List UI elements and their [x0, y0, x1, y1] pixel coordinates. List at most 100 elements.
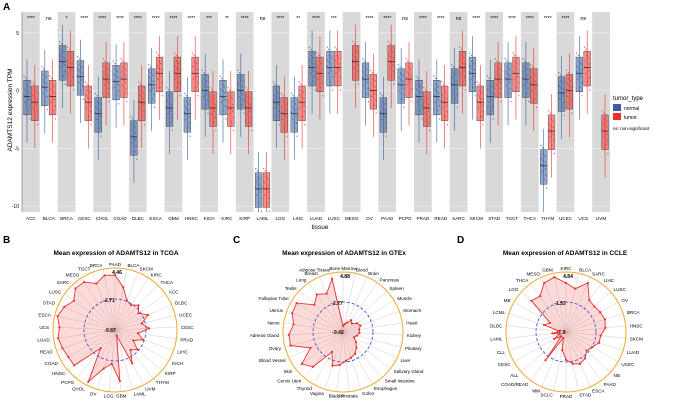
- tumor-point: [54, 118, 57, 120]
- radar-category-label: ALL: [510, 373, 519, 378]
- tumor-point: [31, 81, 33, 83]
- radar-spoke: [286, 310, 344, 333]
- radar-category-label: STAD: [579, 393, 592, 398]
- radar-spoke: [541, 277, 567, 333]
- radar-category-label: Fallopian Tube: [259, 296, 290, 301]
- radar-point: [599, 311, 602, 314]
- radar-spoke: [319, 276, 344, 333]
- radar-point: [561, 348, 564, 352]
- normal-point: [238, 71, 241, 74]
- normal-point: [362, 58, 364, 60]
- radar-spoke: [513, 331, 567, 363]
- tissue-band: [414, 12, 432, 212]
- tissue-band: [574, 12, 593, 212]
- radar-spoke: [114, 329, 133, 390]
- panel-label-c: C: [233, 235, 240, 246]
- radar-spoke: [565, 331, 591, 387]
- radar-point: [553, 337, 556, 340]
- normal-point: [96, 95, 98, 97]
- radar-outer-ring: [282, 271, 404, 393]
- radar-point: [58, 326, 61, 329]
- tumor-box: [512, 56, 520, 92]
- radar-category-label: UVM: [145, 387, 155, 392]
- radar-point: [355, 346, 358, 349]
- tumor-box: [405, 62, 413, 98]
- radar-spoke: [342, 322, 403, 333]
- legend-note: ns: non-significant: [613, 126, 650, 131]
- tumor-point: [405, 58, 407, 60]
- tumor-point: [530, 63, 532, 66]
- x-tick-label: ACC: [26, 216, 36, 221]
- normal-point: [242, 112, 245, 114]
- normal-box: [237, 74, 245, 110]
- significance-label: ****: [508, 16, 516, 22]
- normal-point: [504, 58, 506, 60]
- tumor-point: [607, 152, 609, 155]
- radar-ring-label: 4.46: [112, 270, 122, 276]
- radar-category-label: BRCA: [627, 310, 641, 315]
- radar-category-label: Vagina: [310, 391, 324, 396]
- tumor-box: [49, 80, 57, 116]
- significance-label: ns: [402, 16, 408, 22]
- significance-label: ****: [187, 16, 195, 22]
- tumor-point: [157, 54, 160, 56]
- tumor-box: [547, 114, 556, 150]
- radar-ring-label: 4.88: [340, 274, 350, 280]
- radar-spoke: [295, 331, 344, 369]
- radar-mid-ring: [312, 301, 374, 363]
- radar-outer-ring: [505, 271, 627, 393]
- radar-point: [110, 362, 113, 365]
- tumor-point: [179, 95, 181, 97]
- x-tick-label: UVM: [596, 216, 606, 221]
- tumor-point: [553, 152, 556, 155]
- radar-point: [599, 334, 602, 337]
- radar-category-label: Pancreas: [380, 277, 400, 282]
- tumor-box: [102, 62, 110, 98]
- radar-category-label: THCA: [161, 280, 174, 285]
- y-tick-label: 5: [16, 31, 19, 37]
- radar-point: [598, 341, 601, 344]
- significance-label: ****: [134, 16, 142, 22]
- radar-category-label: Bone Marrow: [329, 266, 357, 271]
- radar-point: [358, 331, 361, 334]
- radar-spoke: [565, 277, 591, 333]
- radar-point: [344, 359, 348, 362]
- radar-ring-label: -2.27: [331, 301, 343, 307]
- radar-point: [530, 299, 533, 302]
- radar-category-label: UCEC: [621, 362, 635, 367]
- radar-category-label: Nerve: [267, 320, 280, 325]
- tumor-box: [565, 74, 573, 110]
- tumor-point: [428, 129, 431, 132]
- radar-point: [354, 340, 358, 344]
- radar-point: [604, 326, 607, 329]
- normal-point: [272, 81, 275, 83]
- radar-point: [542, 323, 546, 326]
- radar-point: [353, 352, 357, 355]
- tissue-band: [360, 12, 379, 212]
- normal-point: [563, 114, 566, 117]
- tumor-point: [282, 95, 284, 97]
- normal-box: [290, 97, 298, 133]
- tumor-box: [387, 45, 395, 81]
- radar-point: [137, 304, 140, 307]
- x-tick-label: BRCA: [60, 216, 74, 221]
- radar-category-label: PRAD: [560, 394, 573, 399]
- radar-point: [67, 355, 70, 359]
- x-tick-label: READ: [434, 216, 447, 221]
- normal-point: [149, 66, 152, 68]
- radar-category-label: HNSC: [52, 371, 66, 376]
- normal-point: [452, 66, 455, 68]
- radar-spoke: [508, 331, 567, 351]
- radar-point: [343, 323, 346, 326]
- normal-point: [545, 187, 548, 189]
- radar-point: [345, 321, 349, 324]
- radar-category-label: MB: [504, 298, 511, 303]
- normal-point: [290, 92, 293, 95]
- normal-point: [415, 75, 417, 77]
- tumor-point: [227, 87, 229, 89]
- radar-point: [102, 367, 105, 370]
- tumor-point: [512, 52, 514, 54]
- radar-point: [147, 327, 151, 330]
- tumor-box: [138, 85, 146, 121]
- tumor-point: [371, 71, 373, 74]
